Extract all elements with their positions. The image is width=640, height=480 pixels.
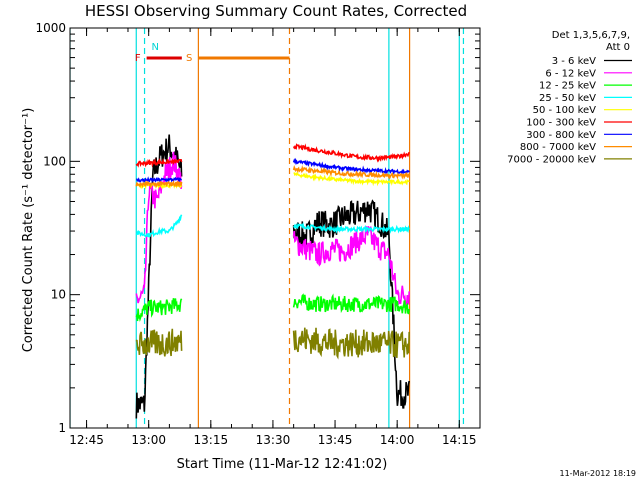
y-tick-label: 1 xyxy=(58,421,66,435)
plot-frame xyxy=(69,27,481,429)
series-line xyxy=(292,327,410,360)
axes: FN S 1 10 100 1000 12:45 13:00 13:15 13:30 13:45 14… xyxy=(35,21,481,447)
x-tick-label: 12:45 xyxy=(69,433,104,447)
legend-header: Det 1,3,5,6,7,9, xyxy=(552,30,630,41)
chart-title: HESSI Observing Summary Count Rates, Cor… xyxy=(85,2,467,20)
flag-label: F xyxy=(135,53,141,64)
series-line xyxy=(135,180,183,190)
legend-label: 800 - 7000 keV xyxy=(520,142,596,153)
series-line xyxy=(292,199,410,409)
y-tick-label: 1000 xyxy=(35,21,66,35)
x-tick-label: 13:45 xyxy=(318,433,353,447)
x-tick-label: 14:00 xyxy=(380,433,415,447)
legend-label: 6 - 12 keV xyxy=(545,68,596,79)
series-line xyxy=(135,157,183,168)
series-line xyxy=(136,176,183,184)
legend-label: 50 - 100 keV xyxy=(533,105,597,116)
y-tick-label: 10 xyxy=(51,288,66,302)
series-line xyxy=(292,222,410,234)
flag-label: N xyxy=(152,42,159,53)
series-line xyxy=(135,151,183,304)
series-line xyxy=(292,225,410,306)
legend-label: 300 - 800 keV xyxy=(526,130,596,141)
y-axis-label: Corrected Count Rate (s⁻¹ detector⁻¹) xyxy=(21,108,36,353)
x-axis-label: Start Time (11-Mar-12 12:41:02) xyxy=(177,457,388,472)
series-line xyxy=(135,134,183,419)
legend-label: 3 - 6 keV xyxy=(552,56,596,67)
series-line xyxy=(292,293,410,315)
series-line xyxy=(135,214,183,238)
x-tick-label: 13:00 xyxy=(131,433,166,447)
x-tick-label: 13:30 xyxy=(256,433,291,447)
series-line xyxy=(135,298,183,322)
series-line xyxy=(292,157,410,175)
series-line xyxy=(293,171,410,187)
y-tick-label: 100 xyxy=(43,154,66,168)
timestamp: 11-Mar-2012 18:19 xyxy=(560,469,637,478)
flag-label: S xyxy=(186,53,192,64)
series-line xyxy=(292,164,410,180)
legend-label: 100 - 300 keV xyxy=(526,118,596,129)
legend-header: Att 0 xyxy=(606,42,630,53)
legend-label: 25 - 50 keV xyxy=(539,93,596,104)
plot-area xyxy=(70,28,465,428)
legend-label: 12 - 25 keV xyxy=(539,81,596,92)
x-tick-label: 14:15 xyxy=(442,433,477,447)
legend-label: 7000 - 20000 keV xyxy=(507,154,596,165)
series-line xyxy=(292,143,410,163)
x-tick-label: 13:15 xyxy=(194,433,229,447)
series-line xyxy=(135,328,183,357)
